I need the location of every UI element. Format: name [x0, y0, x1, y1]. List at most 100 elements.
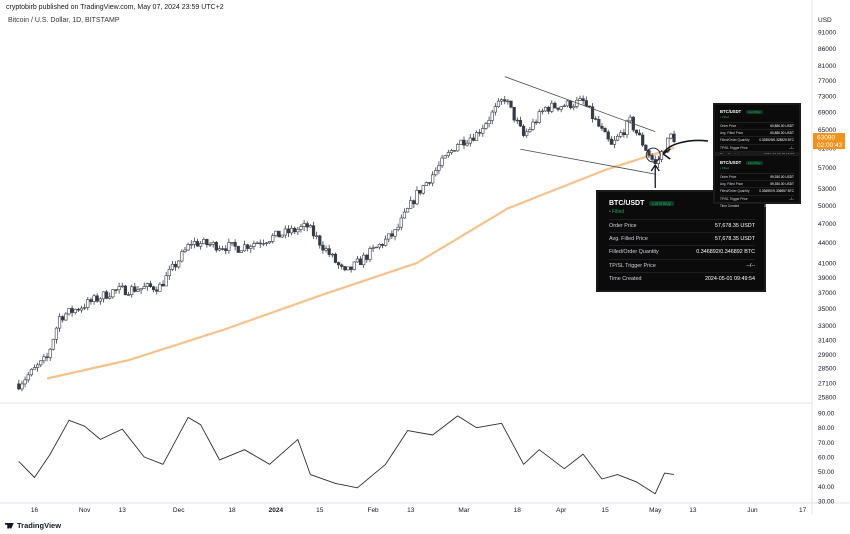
candle-body — [606, 131, 610, 140]
price-tick-label: 29900 — [818, 352, 836, 359]
candle-body — [402, 211, 407, 219]
time-tick-label: 17 — [799, 507, 807, 514]
candle-body — [180, 251, 184, 262]
candle-body — [39, 360, 43, 366]
candle-body — [628, 116, 632, 122]
order-pair: BTC/USDT — [609, 200, 645, 207]
order-status: • Filled — [720, 166, 730, 170]
price-tick-label: 31400 — [818, 338, 836, 345]
time-tick-label: 18 — [228, 507, 236, 514]
trendline — [520, 148, 656, 175]
candle-body — [289, 227, 294, 234]
candle-body — [305, 223, 309, 228]
tradingview-logo[interactable]: TradingView — [5, 521, 61, 530]
candle-body — [45, 356, 49, 358]
candle-body — [36, 364, 40, 368]
candle-body — [647, 150, 651, 156]
candle-body — [509, 100, 513, 108]
candle-body — [506, 100, 510, 103]
order-row-label: TP/SL Trigger Price — [720, 196, 748, 201]
price-tick-label: 27100 — [818, 380, 836, 387]
candle-body — [421, 185, 425, 194]
candle-body — [51, 339, 55, 350]
candle-body — [271, 235, 275, 242]
candle-body — [377, 244, 381, 248]
candle-body — [540, 110, 544, 113]
countdown-label: 02:00:43 — [817, 142, 843, 149]
candle-body — [148, 283, 153, 287]
candle-body — [490, 111, 494, 121]
candle-body — [358, 258, 363, 266]
candle-body — [669, 133, 673, 139]
candle-body — [26, 374, 30, 381]
candle-body — [415, 190, 419, 205]
candle-body — [95, 295, 99, 302]
order-row: Avg. Filled Price 57,678.35 USDT — [609, 232, 755, 245]
candle-body — [57, 316, 62, 329]
candle-body — [412, 200, 416, 205]
candle-body — [537, 111, 541, 123]
candle-body — [83, 307, 87, 309]
candle-body — [17, 383, 21, 390]
candle-body — [183, 249, 187, 253]
candle-body — [167, 269, 171, 277]
candle-body — [496, 100, 501, 107]
order-row-label: TP/SL Trigger Price — [609, 262, 656, 269]
candle-body — [327, 248, 331, 255]
candle-body — [252, 243, 256, 247]
candle-body — [308, 225, 312, 228]
candle-body — [396, 226, 400, 230]
order-type-badge: Limit Buy — [746, 160, 763, 165]
order-row-label: Avg. Filled Price — [720, 182, 743, 187]
candle-body — [600, 125, 604, 129]
candle-body — [86, 299, 90, 308]
candle-body — [336, 262, 341, 266]
order-row: Filled/Order Quantity 0.336957/0.336957 B… — [720, 187, 794, 194]
price-tick-label: 33000 — [818, 323, 836, 330]
candle-body — [214, 242, 218, 251]
candle-body — [525, 131, 529, 136]
candle-body — [161, 283, 165, 287]
candle-body — [625, 120, 629, 135]
order-pair: BTC/USDT — [720, 109, 742, 114]
candle-body — [666, 137, 670, 153]
candle-body — [553, 102, 557, 109]
candle-body — [594, 118, 598, 120]
oscillator-line — [18, 415, 675, 495]
order-row-value: 59,350.00 USDT — [770, 182, 794, 187]
candle-body — [597, 119, 601, 127]
candle-body — [186, 244, 190, 251]
candle-body — [572, 106, 576, 109]
candle-body — [371, 247, 375, 249]
candle-body — [104, 291, 109, 299]
order-row-value: 57,678.35 USDT — [714, 236, 755, 243]
tradingview-logo-icon — [5, 522, 14, 529]
candle-body — [515, 119, 519, 122]
moving-average — [46, 146, 675, 380]
candle-body — [192, 241, 196, 245]
candle-body — [641, 134, 645, 146]
candle-body — [534, 121, 538, 124]
candle-body — [76, 308, 80, 311]
candle-body — [242, 244, 247, 252]
candle-body — [528, 129, 532, 133]
candle-body — [199, 243, 203, 247]
order-row: Time Created 2024-05-01 13:22:05 — [720, 201, 794, 209]
candle-body — [258, 242, 262, 245]
order-panel-small-top: BTC/USDT Limit Buy • Filled Order Price 6… — [713, 103, 801, 157]
candle-body — [550, 102, 554, 112]
candle-body — [559, 106, 563, 110]
time-tick-label: May — [649, 507, 662, 514]
candle-body — [205, 239, 209, 246]
candle-body — [164, 275, 168, 287]
price-tick-label: 25800 — [818, 395, 836, 402]
order-row-value: --/-- — [746, 262, 755, 269]
candle-body — [48, 348, 52, 358]
annotations — [645, 139, 709, 188]
candle-body — [152, 286, 156, 291]
candle-body — [236, 246, 240, 253]
symbol-title: Bitcoin / U.S. Dollar, 1D, BITSTAMP — [8, 17, 120, 24]
osc-tick-label: 30.00 — [818, 499, 835, 506]
candle-body — [133, 286, 137, 292]
